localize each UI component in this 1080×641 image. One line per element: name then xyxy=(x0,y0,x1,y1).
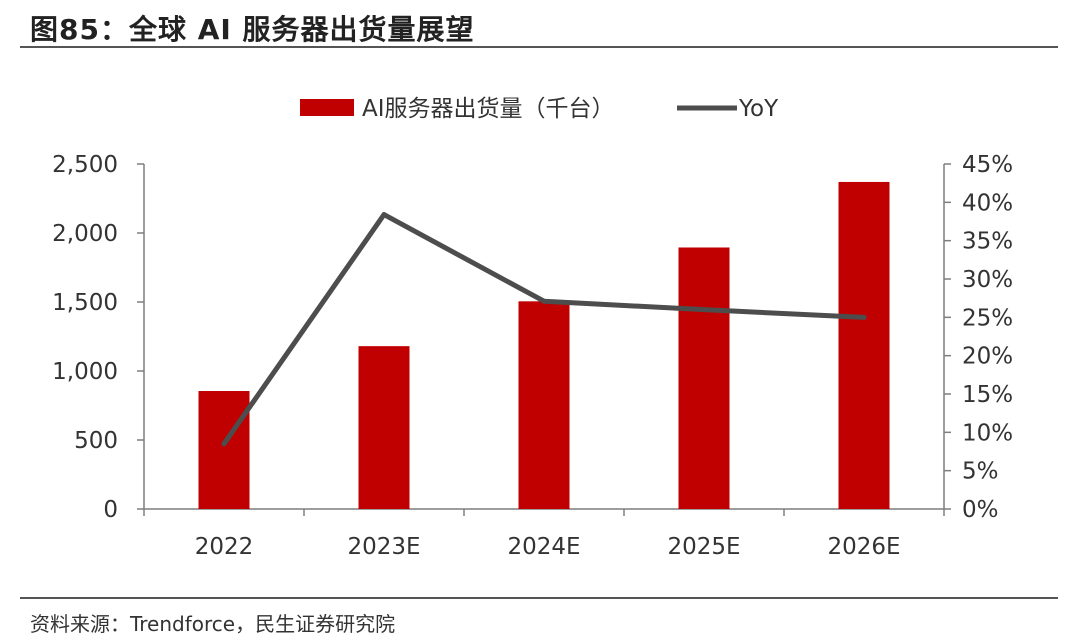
left-axis: 0 500 1,000 1,500 2,000 2,500 xyxy=(52,152,145,523)
right-axis-tick-label: 35% xyxy=(962,229,1013,255)
yoy-line-series xyxy=(221,212,867,447)
yoy-point xyxy=(381,212,387,218)
left-axis-tick-label: 1,000 xyxy=(52,359,118,385)
legend-bar-swatch xyxy=(300,99,354,116)
right-axis-tick-label: 25% xyxy=(962,305,1013,331)
yoy-point xyxy=(701,307,707,313)
left-axis-tick-label: 2,500 xyxy=(52,152,118,178)
x-axis-tick-label: 2022 xyxy=(195,534,254,560)
right-axis-tick-label: 5% xyxy=(962,459,999,485)
x-axis-tick-label: 2023E xyxy=(347,534,420,560)
figure-title: 图85：全球 AI 服务器出货量展望 xyxy=(30,13,475,46)
shipment-bar xyxy=(358,346,410,509)
legend-line-label: YoY xyxy=(738,96,779,122)
x-axis-tick-label: 2025E xyxy=(667,534,740,560)
right-axis-tick-label: 30% xyxy=(962,267,1013,293)
left-axis-tick-label: 2,000 xyxy=(52,221,118,247)
bar-series xyxy=(198,181,890,510)
right-axis-tick-label: 40% xyxy=(962,190,1013,216)
title-rule xyxy=(20,46,1058,48)
yoy-point xyxy=(541,298,547,304)
right-axis: 0% 5% 10% 15% 20% 25% 30% 35% 40% 45% xyxy=(943,152,1013,523)
legend-bar-label: AI服务器出货量（千台） xyxy=(362,96,615,122)
x-axis-tick-label: 2026E xyxy=(827,534,900,560)
shipment-bar xyxy=(198,391,250,509)
legend: AI服务器出货量（千台） YoY xyxy=(300,96,779,122)
yoy-point xyxy=(221,441,227,447)
x-axis: 2022 2023E 2024E 2025E 2026E xyxy=(143,508,945,560)
right-axis-tick-label: 20% xyxy=(962,344,1013,370)
shipment-bar xyxy=(838,181,890,509)
right-axis-tick-label: 45% xyxy=(962,152,1013,178)
right-axis-tick-label: 15% xyxy=(962,382,1013,408)
right-axis-tick-label: 0% xyxy=(962,497,999,523)
shipment-bar xyxy=(518,301,570,509)
left-axis-tick-label: 500 xyxy=(74,428,118,454)
left-axis-tick-label: 1,500 xyxy=(52,290,118,316)
shipment-bar xyxy=(678,247,730,510)
source-rule xyxy=(20,597,1058,599)
x-axis-tick-label: 2024E xyxy=(507,534,580,560)
figure-source: 资料来源：Trendforce，民生证券研究院 xyxy=(30,612,396,636)
right-axis-tick-label: 10% xyxy=(962,420,1013,446)
yoy-point xyxy=(861,314,867,320)
left-axis-tick-label: 0 xyxy=(103,497,118,523)
